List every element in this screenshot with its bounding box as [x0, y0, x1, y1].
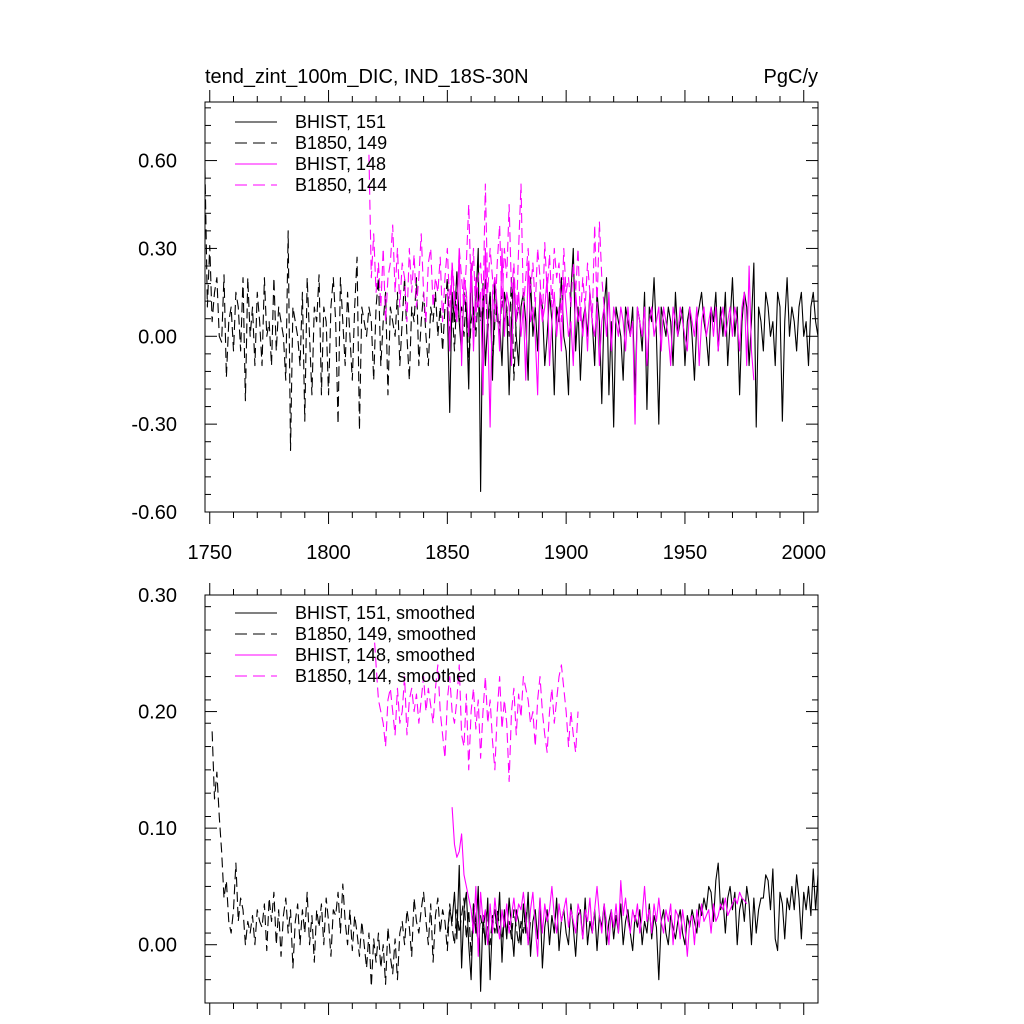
y-tick-label: -0.30: [131, 414, 177, 436]
plot-frame: [204, 101, 819, 513]
series-line-b1850-144-smoothed: [373, 627, 579, 783]
legend-label: B1850, 144: [295, 175, 387, 195]
series-line-b1850-144: [368, 154, 605, 323]
legend-label: BHIST, 151: [295, 112, 386, 132]
x-tick-label: 1750: [188, 542, 233, 564]
x-tick-label: 1800: [306, 542, 351, 564]
legend-label: BHIST, 148: [295, 154, 386, 174]
plot-area: [211, 627, 818, 992]
x-tick-label: 2000: [781, 542, 826, 564]
top-panel-title: tend_zint_100m_DIC, IND_18S-30N: [205, 66, 529, 88]
series-line-bhist-148-smoothed: [451, 807, 748, 957]
legend-label: B1850, 149, smoothed: [295, 624, 476, 644]
y-tick-label: 0.00: [138, 326, 177, 348]
y-tick-label: 0.30: [138, 238, 177, 260]
top-panel: tend_zint_100m_DIC, IND_18S-30N PgC/y -0…: [131, 66, 826, 564]
series-line-bhist-148: [446, 247, 755, 428]
x-tick-label: 1950: [663, 542, 708, 564]
x-tick-label: 1900: [544, 542, 589, 564]
plot-frame: [204, 594, 819, 1004]
x-tick-label: 1850: [425, 542, 470, 564]
legend-label: B1850, 149: [295, 133, 387, 153]
y-tick-label: 0.20: [138, 702, 177, 724]
y-tick-label: 0.00: [138, 935, 177, 957]
y-tick-label: -0.60: [131, 502, 177, 524]
series-line-b1850-149-smoothed: [211, 731, 532, 988]
y-tick-label: 0.60: [138, 151, 177, 173]
plot-area: [205, 154, 818, 493]
series-line-b1850-149: [205, 169, 522, 452]
y-tick-label: 0.30: [138, 585, 177, 607]
top-panel-units: PgC/y: [764, 66, 818, 88]
series-line-bhist-151-smoothed: [446, 862, 818, 992]
legend-label: BHIST, 148, smoothed: [295, 645, 475, 665]
legend-label: BHIST, 151, smoothed: [295, 603, 475, 623]
y-tick-label: 0.10: [138, 818, 177, 840]
legend-label: B1850, 144, smoothed: [295, 666, 476, 686]
